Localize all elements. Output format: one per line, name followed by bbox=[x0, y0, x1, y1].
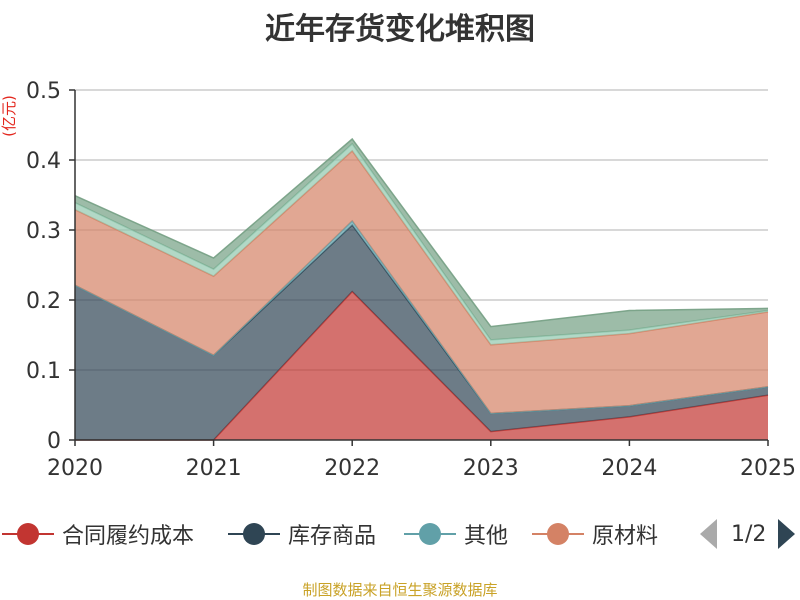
axes bbox=[69, 89, 769, 446]
legend-pager: 1/2 bbox=[700, 512, 800, 556]
area-series-0 bbox=[75, 291, 768, 440]
area-series-4 bbox=[75, 143, 768, 345]
legend-label: 合同履约成本 bbox=[62, 524, 195, 549]
y-tick-label: 0.4 bbox=[26, 149, 61, 174]
legend-label: 其他 bbox=[464, 524, 509, 549]
legend-item-contract-cost[interactable]: 合同履约成本 bbox=[2, 512, 194, 556]
pager-text: 1/2 bbox=[731, 521, 767, 547]
area-series-1 bbox=[75, 225, 768, 440]
legend-item-other[interactable]: 其他 bbox=[404, 512, 508, 556]
y-tick-label: 0.3 bbox=[26, 219, 61, 244]
x-tick-label: 2025 bbox=[740, 456, 796, 481]
x-tick-label: 2021 bbox=[186, 456, 242, 481]
legend-item-raw-materials[interactable]: 原材料 bbox=[532, 512, 658, 556]
legend-item-inventory-goods[interactable]: 库存商品 bbox=[228, 512, 376, 556]
x-tick-label: 2023 bbox=[463, 456, 519, 481]
legend-label: 原材料 bbox=[592, 524, 659, 549]
chart-title: 近年存货变化堆积图 bbox=[265, 12, 535, 47]
source-note: 制图数据来自恒生聚源数据库 bbox=[302, 581, 498, 599]
y-tick-label: 0 bbox=[47, 429, 61, 454]
pager-next-icon[interactable] bbox=[778, 519, 796, 549]
y-tick-label: 0.2 bbox=[26, 289, 61, 314]
legend-marker bbox=[228, 522, 280, 546]
area-series-3 bbox=[75, 150, 768, 414]
legend-marker bbox=[532, 522, 584, 546]
legend-marker bbox=[404, 522, 456, 546]
y-axis-unit-label: (亿元) bbox=[0, 95, 18, 137]
area-series-group bbox=[74, 137, 769, 441]
y-tick-label: 0.1 bbox=[26, 359, 61, 384]
y-tick-label: 0.5 bbox=[26, 79, 61, 104]
pager-prev-icon[interactable] bbox=[700, 519, 717, 549]
x-tick-label: 2022 bbox=[324, 456, 380, 481]
area-series-5 bbox=[75, 139, 768, 340]
x-tick-label: 2020 bbox=[47, 456, 103, 481]
legend-label: 库存商品 bbox=[288, 524, 377, 549]
x-tick-label: 2024 bbox=[601, 456, 657, 481]
area-line-series-5 bbox=[74, 137, 769, 328]
legend-marker bbox=[2, 522, 54, 546]
tick-labels: 0 0.1 0.2 0.3 0.4 0.5 2020 2021 2022 2023 2024 2025 bbox=[26, 79, 796, 481]
legend: 合同履约成本 库存商品 其他 原材料 1/2 bbox=[0, 512, 800, 556]
